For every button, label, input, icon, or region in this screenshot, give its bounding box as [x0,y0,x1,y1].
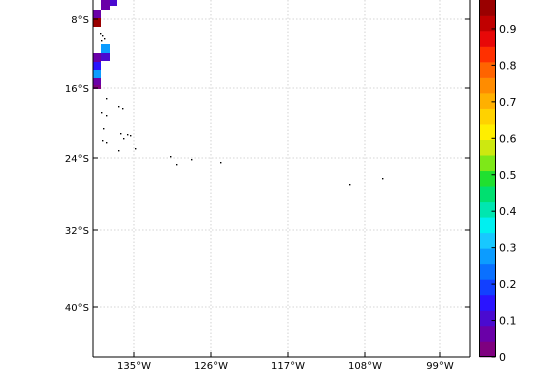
colorbar-label-0: 0 [499,351,506,364]
island [118,150,120,152]
lat-label-32s: 32°S [65,226,89,237]
axis-ticks [93,18,470,357]
lon-label-135w: 135°W [117,361,151,372]
lon-label-99w: 99°W [426,361,454,372]
data-cell [93,78,101,87]
colorbar-label-0-5: 0.5 [499,169,517,182]
data-cell [93,70,101,79]
colorbar-label-0-4: 0.4 [499,205,517,218]
island [176,164,178,166]
colorbar-segment [479,93,496,109]
colorbar-segment [479,341,496,358]
island [135,148,137,150]
lat-label-16s: 16°S [65,84,89,95]
lon-label-126w: 126°W [194,361,228,372]
colorbar-segment [479,217,496,234]
colorbar-segment [479,232,496,249]
colorbar-label-0-7: 0.7 [499,96,517,109]
colorbar-segment [479,263,496,280]
data-cell [93,85,101,89]
colorbar-label-0-1: 0.1 [499,315,517,328]
colorbar-frame [479,0,496,357]
data-cell [93,62,101,71]
island [101,40,103,42]
island [103,128,105,130]
island [382,178,384,180]
island [191,159,193,161]
data-cell [93,10,101,18]
colorbar-label-0-2: 0.2 [499,278,517,291]
map-background [93,0,470,357]
lat-label-8s: 8°S [71,15,89,26]
latitude-labels: 8°S 16°S 24°S 32°S 40°S [65,15,89,314]
lat-label-40s: 40°S [65,303,89,314]
island [100,33,102,35]
colorbar-segment [479,186,496,203]
data-cells [93,0,117,89]
colorbar: 0 0.1 0.2 0.3 0.4 0.5 0.6 0.7 0.8 0.9 [479,0,517,364]
colorbar-label-0-8: 0.8 [499,59,517,72]
lat-label-24s: 24°S [65,154,89,165]
island [106,98,108,100]
island [170,156,172,158]
colorbar-segment [479,279,496,296]
colorbar-segment [479,124,496,140]
colorbar-segment [479,294,496,311]
island [118,106,120,108]
island [106,142,108,144]
island [106,115,108,117]
colorbar-segment [479,0,496,16]
colorbar-label-0-3: 0.3 [499,242,517,255]
islands [100,33,384,186]
colorbar-segment [479,310,496,327]
colorbar-segment [479,15,496,32]
island [349,184,351,186]
island [220,162,222,164]
colorbar-segment [479,248,496,265]
colorbar-segment [479,170,496,187]
lon-label-117w: 117°W [271,361,305,372]
colorbar-segment [479,139,496,156]
island [130,135,132,137]
colorbar-segment [479,325,496,342]
colorbar-label-0-6: 0.6 [499,132,517,145]
island [120,133,122,135]
island [122,108,124,110]
colorbar-segment [479,31,496,47]
island [127,134,129,136]
data-cell [108,0,117,6]
grid-lines [93,0,470,357]
island [123,138,125,140]
longitude-labels: 135°W 126°W 117°W 108°W 99°W [117,361,454,372]
colorbar-segment [479,155,496,172]
map-frame [92,0,471,358]
colorbar-segment [479,62,496,78]
data-cell [101,53,110,61]
data-cell [101,44,110,54]
colorbar-segment [479,77,496,94]
data-cell [93,53,101,63]
colorbar-label-0-9: 0.9 [499,23,517,36]
data-cell [93,18,101,27]
colorbar-segment [479,108,496,125]
colorbar-ticks [491,28,496,358]
colorbar-segment [479,201,496,218]
island [101,112,103,114]
data-cell [101,0,110,10]
colorbar-segment [479,46,496,63]
island [104,38,106,40]
island [102,140,104,142]
colorbar-labels: 0 0.1 0.2 0.3 0.4 0.5 0.6 0.7 0.8 0.9 [499,23,517,364]
island [102,35,104,37]
lon-label-108w: 108°W [348,361,382,372]
colorbar-segments [479,0,496,358]
